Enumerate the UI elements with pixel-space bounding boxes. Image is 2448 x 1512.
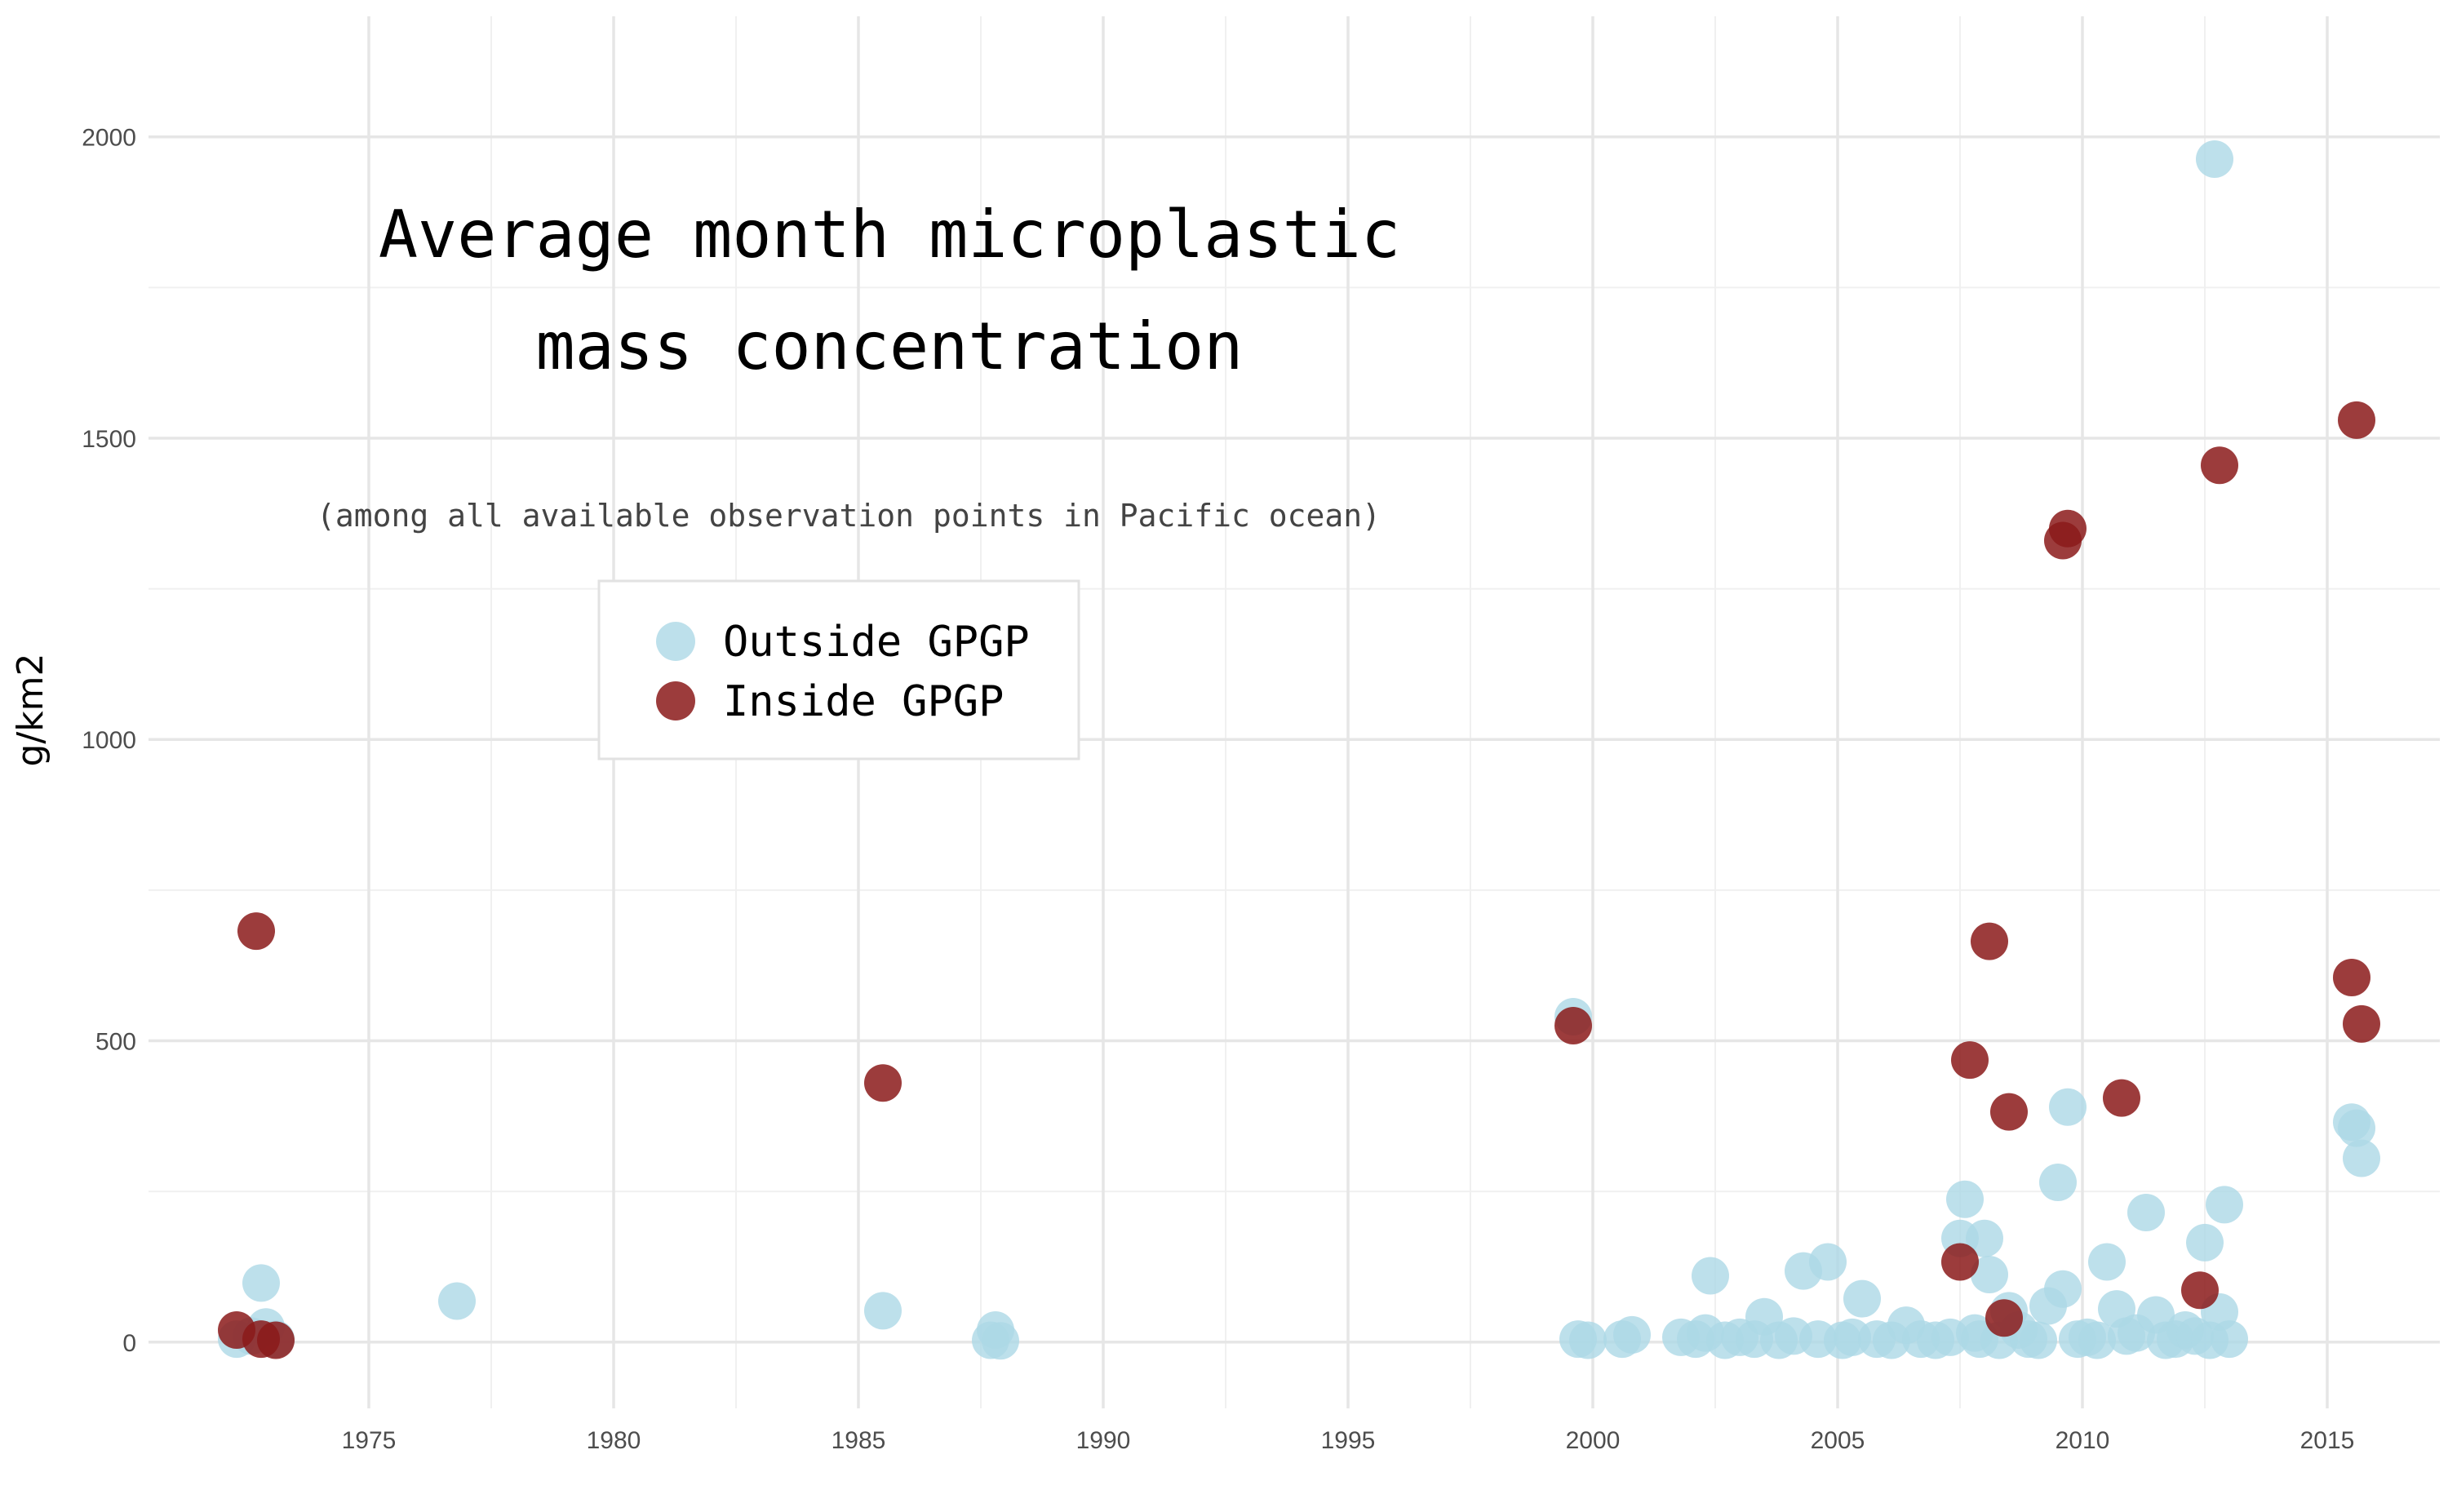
data-point — [1613, 1315, 1651, 1354]
data-point — [2049, 1088, 2087, 1126]
y-axis-title: g/km2 — [10, 653, 51, 766]
data-point — [1843, 1279, 1881, 1318]
x-tick-label: 1975 — [342, 1427, 397, 1454]
data-point — [257, 1321, 295, 1359]
legend-marker-inside-gpgp — [656, 681, 695, 721]
data-point — [2181, 1271, 2219, 1310]
data-point — [2103, 1079, 2140, 1117]
x-tick-label: 1985 — [832, 1427, 886, 1454]
chart-title-line-2: mass concentration — [536, 308, 1244, 384]
data-point — [2078, 1321, 2116, 1359]
data-point — [982, 1322, 1019, 1360]
x-tick-label: 1980 — [587, 1427, 641, 1454]
data-point — [1569, 1321, 1607, 1359]
data-point — [1554, 1007, 1592, 1045]
data-point — [438, 1282, 476, 1320]
data-point — [1951, 1041, 1989, 1080]
data-point — [2343, 1004, 2380, 1043]
data-point — [2196, 140, 2233, 179]
chart-title-line-1: Average month microplastic — [379, 197, 1400, 273]
legend: Outside GPGP Inside GPGP — [597, 579, 1080, 760]
data-points — [218, 140, 2380, 1360]
data-point — [2044, 1270, 2082, 1308]
data-point — [1946, 1180, 1984, 1218]
data-point — [2343, 1139, 2380, 1177]
data-point — [1990, 1093, 2028, 1131]
y-tick-label: 500 — [95, 1028, 136, 1055]
data-point — [2191, 1321, 2228, 1359]
series-inside-gpgp — [218, 401, 2380, 1359]
x-tick-label: 1995 — [1321, 1427, 1376, 1454]
legend-label-outside-gpgp: Outside GPGP — [723, 618, 1030, 667]
axis-ticks: 1975 1980 1985 1990 1995 2000 2005 2010 2015 0 500… — [82, 125, 2354, 1454]
data-point — [2333, 958, 2370, 996]
data-point — [1971, 922, 2008, 960]
x-tick-label: 2005 — [1811, 1427, 1865, 1454]
data-point — [1971, 1256, 2008, 1294]
legend-box — [597, 579, 1080, 760]
data-point — [2020, 1321, 2057, 1359]
x-tick-label: 1990 — [1076, 1427, 1131, 1454]
data-point — [1985, 1299, 2023, 1337]
data-point — [2186, 1223, 2224, 1261]
data-point — [1809, 1243, 1847, 1281]
data-point — [2127, 1193, 2165, 1231]
data-point — [2338, 1109, 2375, 1147]
data-point — [237, 912, 275, 951]
y-tick-label: 1500 — [82, 426, 136, 453]
data-point — [1941, 1243, 1979, 1281]
data-point — [2049, 509, 2087, 548]
data-point — [2088, 1243, 2126, 1281]
y-tick-label: 2000 — [82, 125, 136, 152]
legend-label-inside-gpgp: Inside GPGP — [723, 677, 1004, 726]
x-tick-label: 2015 — [2300, 1427, 2355, 1454]
y-tick-label: 0 — [122, 1330, 136, 1357]
x-tick-label: 2000 — [1566, 1427, 1621, 1454]
data-point — [2338, 401, 2375, 439]
data-point — [242, 1264, 280, 1302]
x-tick-label: 2010 — [2056, 1427, 2110, 1454]
chart-subtitle: (among all available observation points … — [317, 498, 1381, 534]
legend-marker-outside-gpgp — [656, 622, 695, 661]
data-point — [1692, 1257, 1729, 1295]
data-point — [2206, 1186, 2243, 1224]
y-tick-label: 1000 — [82, 727, 136, 754]
data-point — [864, 1064, 902, 1102]
data-point — [864, 1292, 902, 1330]
data-point — [2039, 1164, 2077, 1202]
data-point — [1966, 1219, 2003, 1257]
data-point — [2201, 446, 2238, 485]
